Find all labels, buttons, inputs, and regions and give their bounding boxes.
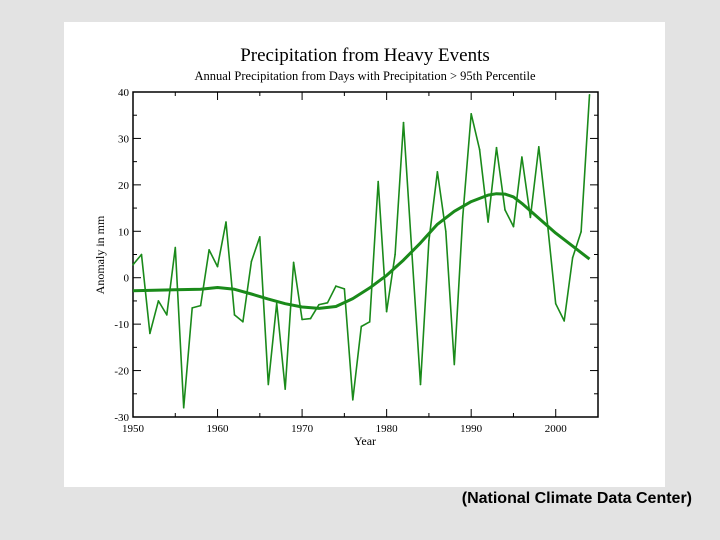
x-tick-label: 2000	[545, 423, 568, 435]
data-point	[199, 304, 202, 307]
data-point	[166, 314, 168, 316]
data-point	[571, 256, 574, 259]
data-point	[538, 145, 540, 148]
plot-frame	[132, 91, 599, 418]
data-point	[461, 216, 464, 219]
smoothed-trend-line	[132, 192, 591, 310]
data-point	[292, 261, 295, 264]
chart-subtitle: Annual Precipitation from Days with Prec…	[194, 69, 535, 83]
y-tick-label: -30	[114, 412, 129, 424]
data-point	[157, 300, 160, 302]
data-point	[242, 321, 244, 323]
data-point	[174, 246, 177, 249]
data-point	[309, 317, 312, 320]
data-point	[478, 148, 481, 151]
data-point	[580, 230, 582, 233]
data-point	[377, 180, 379, 183]
x-tick-label: 1980	[376, 423, 399, 435]
data-point	[233, 314, 236, 316]
data-point	[385, 310, 388, 313]
y-tick-label: 10	[118, 226, 130, 238]
chart-panel: Precipitation from Heavy Events Annual P…	[64, 22, 665, 487]
x-tick-label: 1990	[460, 423, 483, 435]
data-point	[554, 302, 557, 305]
data-point	[419, 383, 422, 386]
data-point	[521, 156, 523, 158]
data-point	[191, 307, 193, 309]
data-point	[394, 253, 396, 256]
data-point	[402, 121, 405, 124]
y-tick-label: 20	[118, 180, 130, 192]
x-tick-label: 1950	[122, 423, 145, 435]
y-tick-label: 40	[118, 87, 130, 99]
data-point	[436, 171, 439, 173]
data-point	[284, 388, 286, 390]
data-point	[428, 239, 430, 242]
x-tick-label: 1960	[207, 423, 230, 435]
chart: Precipitation from Heavy Events Annual P…	[93, 45, 599, 448]
data-point	[149, 332, 151, 335]
data-point	[225, 221, 227, 223]
data-point	[182, 406, 185, 409]
y-tick-label: -10	[114, 319, 129, 331]
data-point	[529, 216, 532, 219]
y-tick-label: -20	[114, 366, 129, 378]
data-point	[495, 146, 498, 149]
data-point	[326, 301, 329, 304]
data-point	[301, 318, 303, 321]
data-point	[352, 399, 354, 401]
data-point	[132, 263, 134, 266]
y-axis-label: Anomaly in mm	[93, 215, 107, 294]
x-axis-label: Year	[354, 434, 376, 448]
chart-title: Precipitation from Heavy Events	[240, 45, 490, 66]
data-point	[343, 288, 346, 290]
source-caption: (National Climate Data Center)	[461, 490, 692, 507]
y-tick-label: 0	[124, 273, 130, 285]
y-tick-label: 30	[118, 133, 130, 145]
data-point	[250, 260, 253, 263]
data-point	[140, 253, 143, 256]
data-point	[588, 93, 591, 96]
data-point	[335, 285, 337, 287]
data-point	[368, 321, 371, 323]
data-point	[360, 325, 363, 328]
data-point	[259, 236, 261, 238]
data-point	[411, 253, 413, 256]
data-point	[216, 265, 219, 268]
data-point	[512, 225, 515, 228]
data-point	[208, 249, 210, 251]
data-point	[445, 230, 447, 233]
data-point	[546, 221, 549, 223]
data-point	[267, 383, 270, 386]
x-tick-label: 1970	[291, 423, 314, 435]
data-point	[504, 209, 506, 211]
data-point	[318, 303, 320, 306]
data-point	[487, 221, 489, 223]
annual-series-line	[132, 94, 591, 409]
data-point	[470, 113, 472, 115]
data-point	[563, 320, 565, 322]
data-point	[453, 363, 456, 366]
